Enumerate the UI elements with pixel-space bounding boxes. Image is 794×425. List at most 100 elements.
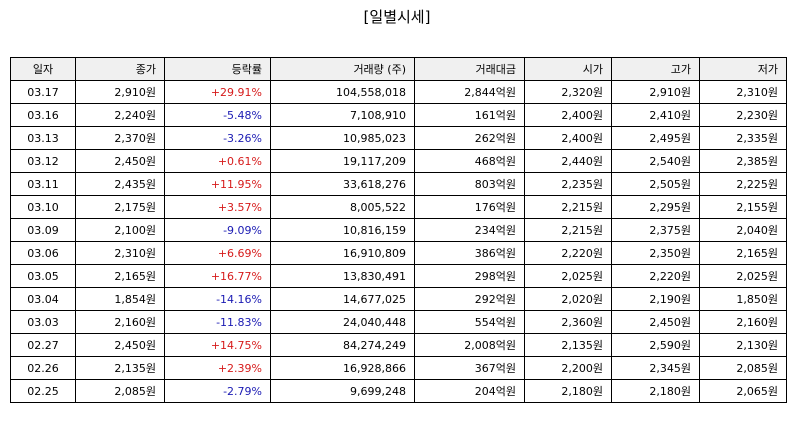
cell-open: 2,200원: [524, 356, 612, 380]
table-row: 03.16 2,240원 -5.48% 7,108,910 161억원 2,400원 2,4…: [10, 103, 787, 127]
cell-high: 2,375원: [611, 218, 700, 242]
cell-open: 2,020원: [524, 287, 612, 311]
column-header-low: 저가: [699, 57, 787, 81]
cell-close: 2,135원: [75, 356, 165, 380]
cell-low: 2,065원: [699, 379, 787, 403]
cell-amount: 292억원: [414, 287, 525, 311]
cell-change: -3.26%: [164, 126, 271, 150]
cell-open: 2,180원: [524, 379, 612, 403]
cell-low: 2,225원: [699, 172, 787, 196]
cell-close: 2,435원: [75, 172, 165, 196]
cell-amount: 2,844억원: [414, 80, 525, 104]
cell-low: 2,165원: [699, 241, 787, 265]
cell-change: +29.91%: [164, 80, 271, 104]
column-header-change: 등락률: [164, 57, 271, 81]
cell-high: 2,220원: [611, 264, 700, 288]
cell-change: +11.95%: [164, 172, 271, 196]
cell-open: 2,235원: [524, 172, 612, 196]
cell-close: 2,175원: [75, 195, 165, 219]
cell-low: 2,130원: [699, 333, 787, 357]
table-header-row: 일자 종가 등락률 거래량 (주) 거래대금 시가 고가 저가: [10, 57, 787, 81]
cell-volume: 16,928,866: [270, 356, 415, 380]
cell-low: 2,385원: [699, 149, 787, 173]
cell-close: 2,100원: [75, 218, 165, 242]
cell-close: 2,160원: [75, 310, 165, 334]
cell-low: 2,155원: [699, 195, 787, 219]
table-row: 03.03 2,160원 -11.83% 24,040,448 554억원 2,360원 2…: [10, 310, 787, 334]
cell-amount: 468억원: [414, 149, 525, 173]
cell-high: 2,180원: [611, 379, 700, 403]
cell-volume: 10,816,159: [270, 218, 415, 242]
cell-volume: 16,910,809: [270, 241, 415, 265]
cell-close: 2,910원: [75, 80, 165, 104]
table-row: 02.25 2,085원 -2.79% 9,699,248 204억원 2,180원 2,1…: [10, 379, 787, 403]
cell-amount: 554억원: [414, 310, 525, 334]
page-title: [일별시세]: [363, 8, 431, 26]
cell-date: 02.27: [10, 333, 76, 357]
cell-close: 2,450원: [75, 149, 165, 173]
cell-close: 2,310원: [75, 241, 165, 265]
table-row: 03.10 2,175원 +3.57% 8,005,522 176억원 2,215원 2,2…: [10, 195, 787, 219]
cell-amount: 803억원: [414, 172, 525, 196]
cell-volume: 8,005,522: [270, 195, 415, 219]
cell-date: 03.12: [10, 149, 76, 173]
cell-close: 2,370원: [75, 126, 165, 150]
table-row: 03.12 2,450원 +0.61% 19,117,209 468억원 2,440원 2,…: [10, 149, 787, 173]
cell-date: 03.11: [10, 172, 76, 196]
cell-date: 02.25: [10, 379, 76, 403]
cell-open: 2,400원: [524, 126, 612, 150]
cell-change: +14.75%: [164, 333, 271, 357]
cell-date: 03.13: [10, 126, 76, 150]
cell-high: 2,495원: [611, 126, 700, 150]
cell-volume: 84,274,249: [270, 333, 415, 357]
table-row: 02.27 2,450원 +14.75% 84,274,249 2,008억원 2,135…: [10, 333, 787, 357]
cell-date: 03.05: [10, 264, 76, 288]
cell-close: 2,165원: [75, 264, 165, 288]
table-row: 03.13 2,370원 -3.26% 10,985,023 262억원 2,400원 2,…: [10, 126, 787, 150]
cell-date: 03.09: [10, 218, 76, 242]
cell-amount: 262억원: [414, 126, 525, 150]
cell-volume: 104,558,018: [270, 80, 415, 104]
cell-amount: 204억원: [414, 379, 525, 403]
cell-high: 2,350원: [611, 241, 700, 265]
cell-high: 2,295원: [611, 195, 700, 219]
cell-low: 2,160원: [699, 310, 787, 334]
cell-date: 02.26: [10, 356, 76, 380]
cell-high: 2,410원: [611, 103, 700, 127]
cell-low: 2,085원: [699, 356, 787, 380]
cell-close: 2,085원: [75, 379, 165, 403]
cell-volume: 33,618,276: [270, 172, 415, 196]
cell-change: -14.16%: [164, 287, 271, 311]
cell-low: 2,040원: [699, 218, 787, 242]
cell-change: -11.83%: [164, 310, 271, 334]
column-header-high: 고가: [611, 57, 700, 81]
cell-change: +16.77%: [164, 264, 271, 288]
cell-open: 2,215원: [524, 218, 612, 242]
cell-high: 2,505원: [611, 172, 700, 196]
cell-high: 2,450원: [611, 310, 700, 334]
table-row: 03.06 2,310원 +6.69% 16,910,809 386억원 2,220원 2,…: [10, 241, 787, 265]
cell-amount: 298억원: [414, 264, 525, 288]
table-body: 03.17 2,910원 +29.91% 104,558,018 2,844억원 2,32…: [10, 80, 787, 403]
table-row: 03.11 2,435원 +11.95% 33,618,276 803억원 2,235원 2…: [10, 172, 787, 196]
cell-volume: 14,677,025: [270, 287, 415, 311]
cell-open: 2,360원: [524, 310, 612, 334]
cell-volume: 24,040,448: [270, 310, 415, 334]
cell-high: 2,540원: [611, 149, 700, 173]
cell-high: 2,190원: [611, 287, 700, 311]
cell-open: 2,440원: [524, 149, 612, 173]
column-header-date: 일자: [10, 57, 76, 81]
cell-amount: 234억원: [414, 218, 525, 242]
cell-open: 2,320원: [524, 80, 612, 104]
cell-change: +2.39%: [164, 356, 271, 380]
cell-close: 1,854원: [75, 287, 165, 311]
cell-low: 2,335원: [699, 126, 787, 150]
cell-change: -5.48%: [164, 103, 271, 127]
cell-low: 2,025원: [699, 264, 787, 288]
cell-amount: 161억원: [414, 103, 525, 127]
cell-change: -2.79%: [164, 379, 271, 403]
cell-date: 03.03: [10, 310, 76, 334]
column-header-volume: 거래량 (주): [270, 57, 415, 81]
cell-low: 2,310원: [699, 80, 787, 104]
cell-amount: 367억원: [414, 356, 525, 380]
